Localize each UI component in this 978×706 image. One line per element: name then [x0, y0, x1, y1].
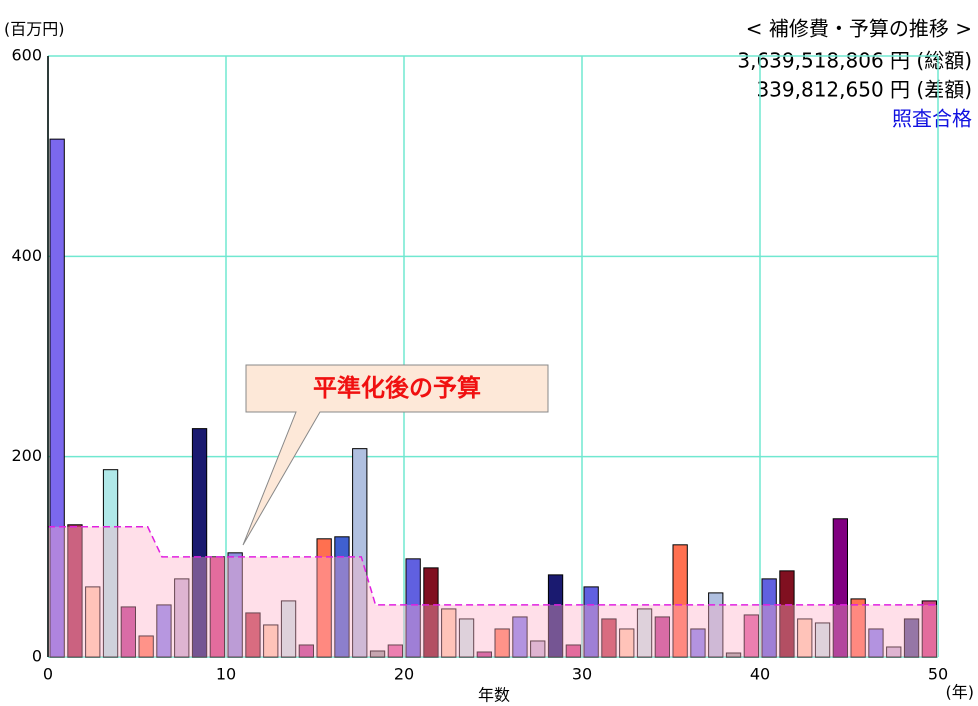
budget-area	[48, 526, 938, 657]
bar	[708, 592, 724, 658]
status: 照査合格	[892, 107, 972, 131]
bar	[387, 644, 404, 658]
x-tick-label: 30	[572, 665, 592, 684]
bars	[49, 138, 938, 658]
callout: 平準化後の予算	[242, 364, 549, 546]
bar	[494, 628, 510, 658]
callout-text: 平準化後の予算	[313, 374, 481, 402]
bar	[547, 574, 564, 658]
bar	[441, 608, 457, 658]
bar	[832, 518, 849, 658]
bar	[654, 616, 671, 658]
bar	[886, 646, 902, 658]
total-amount: 3,639,518,806 円 (総額)	[737, 49, 972, 73]
bar	[601, 618, 617, 658]
bar	[814, 622, 831, 658]
bar	[85, 586, 101, 658]
y-tick-label: 600	[11, 46, 42, 65]
y-tick-label: 400	[11, 246, 42, 265]
bar	[102, 469, 119, 658]
bar	[369, 650, 386, 658]
bar	[690, 628, 706, 658]
bar	[868, 628, 884, 658]
x-unit-label: (年)	[946, 683, 975, 702]
x-tick-label: 40	[750, 665, 770, 684]
bar	[280, 600, 297, 658]
bar	[743, 614, 760, 658]
bar	[850, 598, 866, 658]
bar	[316, 538, 332, 658]
bar	[476, 651, 493, 658]
unit-label: (百万円)	[4, 20, 65, 39]
bar	[405, 558, 421, 658]
bar	[458, 618, 475, 658]
bar	[298, 644, 315, 658]
callout-box	[242, 364, 549, 546]
bar	[423, 567, 439, 658]
budget	[48, 526, 938, 657]
bar	[138, 635, 154, 658]
bar	[49, 138, 65, 658]
bar	[619, 628, 635, 658]
bar	[530, 640, 546, 658]
chart-title: < 補修費・予算の推移 >	[746, 17, 972, 41]
bar	[191, 428, 208, 658]
bar	[227, 552, 243, 658]
bar	[725, 652, 742, 658]
bar	[334, 536, 350, 658]
bar	[761, 578, 777, 658]
diff-amount: 339,812,650 円 (差額)	[756, 78, 972, 102]
y-tick-label: 200	[11, 446, 42, 465]
bar	[779, 570, 795, 658]
x-tick-label: 10	[216, 665, 236, 684]
x-tick-label: 0	[43, 665, 53, 684]
bar	[174, 578, 190, 658]
y-tick-label: 0	[32, 647, 42, 666]
bar	[921, 600, 938, 658]
bar	[512, 616, 528, 658]
bar	[245, 612, 261, 658]
budget-line	[48, 526, 938, 606]
bar	[565, 644, 582, 658]
bar	[672, 544, 688, 658]
x-tick-label: 50	[928, 665, 948, 684]
x-axis-label: 年数	[478, 686, 510, 705]
bar	[263, 624, 279, 658]
bar	[903, 618, 920, 658]
x-tick-label: 20	[394, 665, 414, 684]
bar	[156, 604, 172, 658]
bar	[67, 524, 83, 658]
bar	[797, 618, 813, 658]
bar	[120, 606, 136, 658]
bar	[352, 448, 368, 658]
bar	[636, 608, 653, 658]
